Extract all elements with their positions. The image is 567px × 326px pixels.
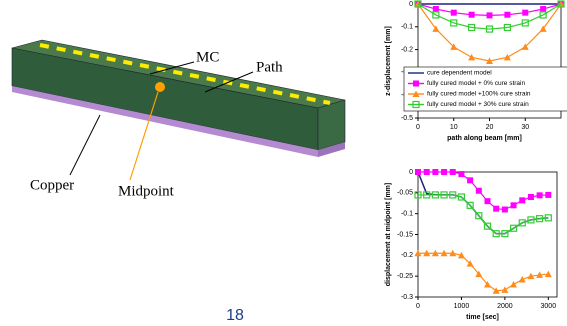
y-tick-label: -0.1 xyxy=(401,211,413,218)
marker xyxy=(511,202,517,208)
marker xyxy=(467,177,473,183)
y-tick-label: -0.1 xyxy=(401,24,413,31)
x-tick-label: 3000 xyxy=(541,303,557,310)
y-tick-label: -0.2 xyxy=(401,252,413,259)
y-axis-label: displacement at midpoint [mm] xyxy=(385,183,392,286)
x-axis-label: time [sec] xyxy=(466,314,499,321)
marker xyxy=(545,192,551,198)
slide-canvas: MC Path Copper Midpoint 18 0 -0.1 -0.2 -0.3… xyxy=(0,0,567,326)
legend-label: cure dependent model xyxy=(427,70,492,77)
label-midpoint: Midpoint xyxy=(118,183,175,199)
marker xyxy=(540,6,546,12)
marker xyxy=(424,169,430,175)
marker xyxy=(451,10,457,16)
legend-label: fully cured model +100% cure strain xyxy=(427,91,531,98)
x-tick-label: 1000 xyxy=(454,303,470,310)
beam-figure xyxy=(12,40,345,180)
y-tick-label: -0.15 xyxy=(397,231,413,238)
y-tick-label: 0 xyxy=(409,1,413,8)
slide: MC Path Copper Midpoint 18 0 -0.1 -0.2 -0.3… xyxy=(0,0,567,326)
marker xyxy=(504,12,510,18)
marker xyxy=(469,12,475,18)
marker xyxy=(415,169,421,175)
marker xyxy=(476,188,482,194)
marker xyxy=(519,197,525,203)
marker xyxy=(441,169,447,175)
x-tick-label: 2000 xyxy=(497,303,513,310)
x-tick-label: 20 xyxy=(486,124,494,131)
x-tick-label: 0 xyxy=(416,303,420,310)
y-axis-label: z-displacement [mm] xyxy=(385,26,392,96)
x-tick-label: 10 xyxy=(450,124,458,131)
plot-area xyxy=(418,172,557,297)
marker xyxy=(502,207,508,213)
legend-label: fully cured model + 0% cure strain xyxy=(427,80,525,87)
y-tick-label: -0.05 xyxy=(397,190,413,197)
marker xyxy=(485,198,491,204)
marker xyxy=(528,194,534,200)
y-tick-label: -0.3 xyxy=(401,294,413,301)
y-tick-label: -0.5 xyxy=(401,115,413,122)
marker xyxy=(450,169,456,175)
marker xyxy=(433,6,439,12)
legend-label: fully cured model + 30% cure strain xyxy=(427,101,529,108)
x-tick-label: 30 xyxy=(521,124,529,131)
label-mc: MC xyxy=(196,49,219,65)
marker xyxy=(432,169,438,175)
marker xyxy=(458,171,464,177)
label-copper: Copper xyxy=(30,177,74,193)
marker xyxy=(537,192,543,198)
marker xyxy=(487,12,493,18)
x-tick-label: 0 xyxy=(416,124,420,131)
x-axis-label: path along beam [mm] xyxy=(447,135,522,142)
marker xyxy=(493,206,499,212)
marker xyxy=(522,10,528,16)
y-tick-label: -0.2 xyxy=(401,46,413,53)
legend-marker xyxy=(413,81,419,87)
page-number: 18 xyxy=(226,307,244,324)
y-tick-label: 0 xyxy=(409,169,413,176)
label-path: Path xyxy=(256,59,283,75)
y-tick-label: -0.25 xyxy=(397,273,413,280)
